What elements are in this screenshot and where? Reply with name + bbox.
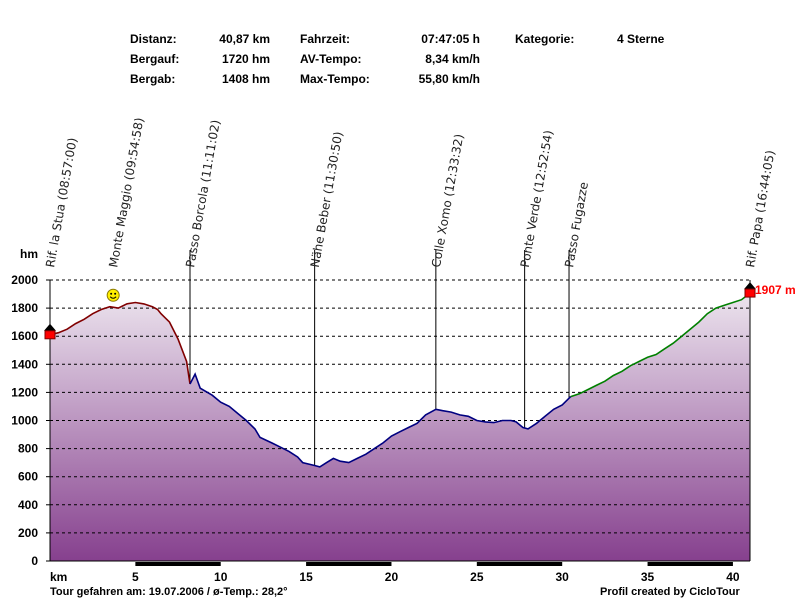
x-tick-label: 30 <box>556 570 570 584</box>
bergauf-value: 1720 hm <box>221 52 270 66</box>
km-scale-stripe <box>476 562 563 566</box>
end-elevation-label: 1907 m <box>755 283 796 297</box>
maxtempo-label: Max-Tempo: <box>300 72 370 86</box>
smiley-mouth <box>109 296 117 299</box>
x-tick-label: 20 <box>385 570 399 584</box>
x-tick-label: 10 <box>214 570 228 584</box>
distanz-value: 40,87 km <box>219 32 270 46</box>
kategorie-label: Kategorie: <box>515 32 575 46</box>
bergab-label: Bergab: <box>130 72 176 86</box>
waypoint-label: Monte Maggio (09:54:58) <box>106 116 146 268</box>
footer-tour-info: Tour gefahren am: 19.07.2006 / ø-Temp.: … <box>50 586 288 598</box>
summit-smiley-icon <box>106 288 120 302</box>
waypoint-label: Rif. Papa (16:44:05) <box>743 149 777 268</box>
distanz-label: Distanz: <box>130 32 177 46</box>
profile-line-downhill <box>49 301 191 385</box>
smiley-eye <box>110 292 113 295</box>
waypoint-label: Nähe Beber (11:30:50) <box>308 130 346 268</box>
hut-body <box>744 288 756 298</box>
profile-line-flat <box>189 372 572 468</box>
hut-body <box>44 330 56 340</box>
hut-roof <box>744 282 756 290</box>
x-tick-label: 40 <box>726 570 740 584</box>
avtempo-label: AV-Tempo: <box>300 52 362 66</box>
maxtempo-value: 55,80 km/h <box>418 72 480 86</box>
y-tick-label: 1800 <box>11 301 38 315</box>
y-tick-label: 1400 <box>11 357 38 371</box>
y-tick-label: 1200 <box>11 385 38 399</box>
waypoint-label: Passo Borcola (11:11:02) <box>183 119 223 269</box>
fahrzeit-label: Fahrzeit: <box>300 32 351 46</box>
x-axis-label: km <box>50 570 67 584</box>
waypoint-label: Colle Xomo (12:33:32) <box>429 133 466 269</box>
footer-credit: Profil created by CicloTour <box>600 586 740 598</box>
y-axis-label: hm <box>20 247 38 261</box>
km-scale-stripe <box>135 562 221 566</box>
bergauf-label: Bergauf: <box>130 52 180 66</box>
y-tick-label: 1600 <box>11 329 38 343</box>
start-hut-icon <box>44 323 56 340</box>
x-tick-label: 25 <box>470 570 484 584</box>
y-tick-label: 200 <box>18 526 38 540</box>
y-tick-label: 800 <box>18 442 38 456</box>
profile-line-uphill <box>570 292 751 398</box>
x-tick-label: 35 <box>641 570 655 584</box>
waypoint-label: Ponte Verde (12:52:54) <box>518 129 556 268</box>
end-hut-icon <box>744 282 756 298</box>
y-tick-label: 600 <box>18 470 38 484</box>
smiley-eye <box>114 292 117 295</box>
km-scale-stripe <box>306 562 392 566</box>
smiley-face <box>106 288 120 302</box>
y-tick-label: 2000 <box>11 273 38 287</box>
avtempo-value: 8,34 km/h <box>425 52 480 66</box>
bergab-value: 1408 hm <box>221 72 270 86</box>
waypoint-label: Passo Fugazze <box>562 181 591 269</box>
hut-roof <box>44 323 56 331</box>
elevation-area <box>50 293 750 561</box>
x-tick-label: 15 <box>299 570 313 584</box>
x-tick-label: 5 <box>132 570 139 584</box>
y-tick-label: 1000 <box>11 414 38 428</box>
waypoint-label: Rif. la Stua (08:57:00) <box>43 137 80 269</box>
fahrzeit-value: 07:47:05 h <box>421 32 480 46</box>
y-tick-label: 0 <box>31 554 38 568</box>
y-tick-label: 400 <box>18 498 38 512</box>
km-scale-stripe <box>647 562 733 566</box>
kategorie-value: 4 Sterne <box>617 32 665 46</box>
